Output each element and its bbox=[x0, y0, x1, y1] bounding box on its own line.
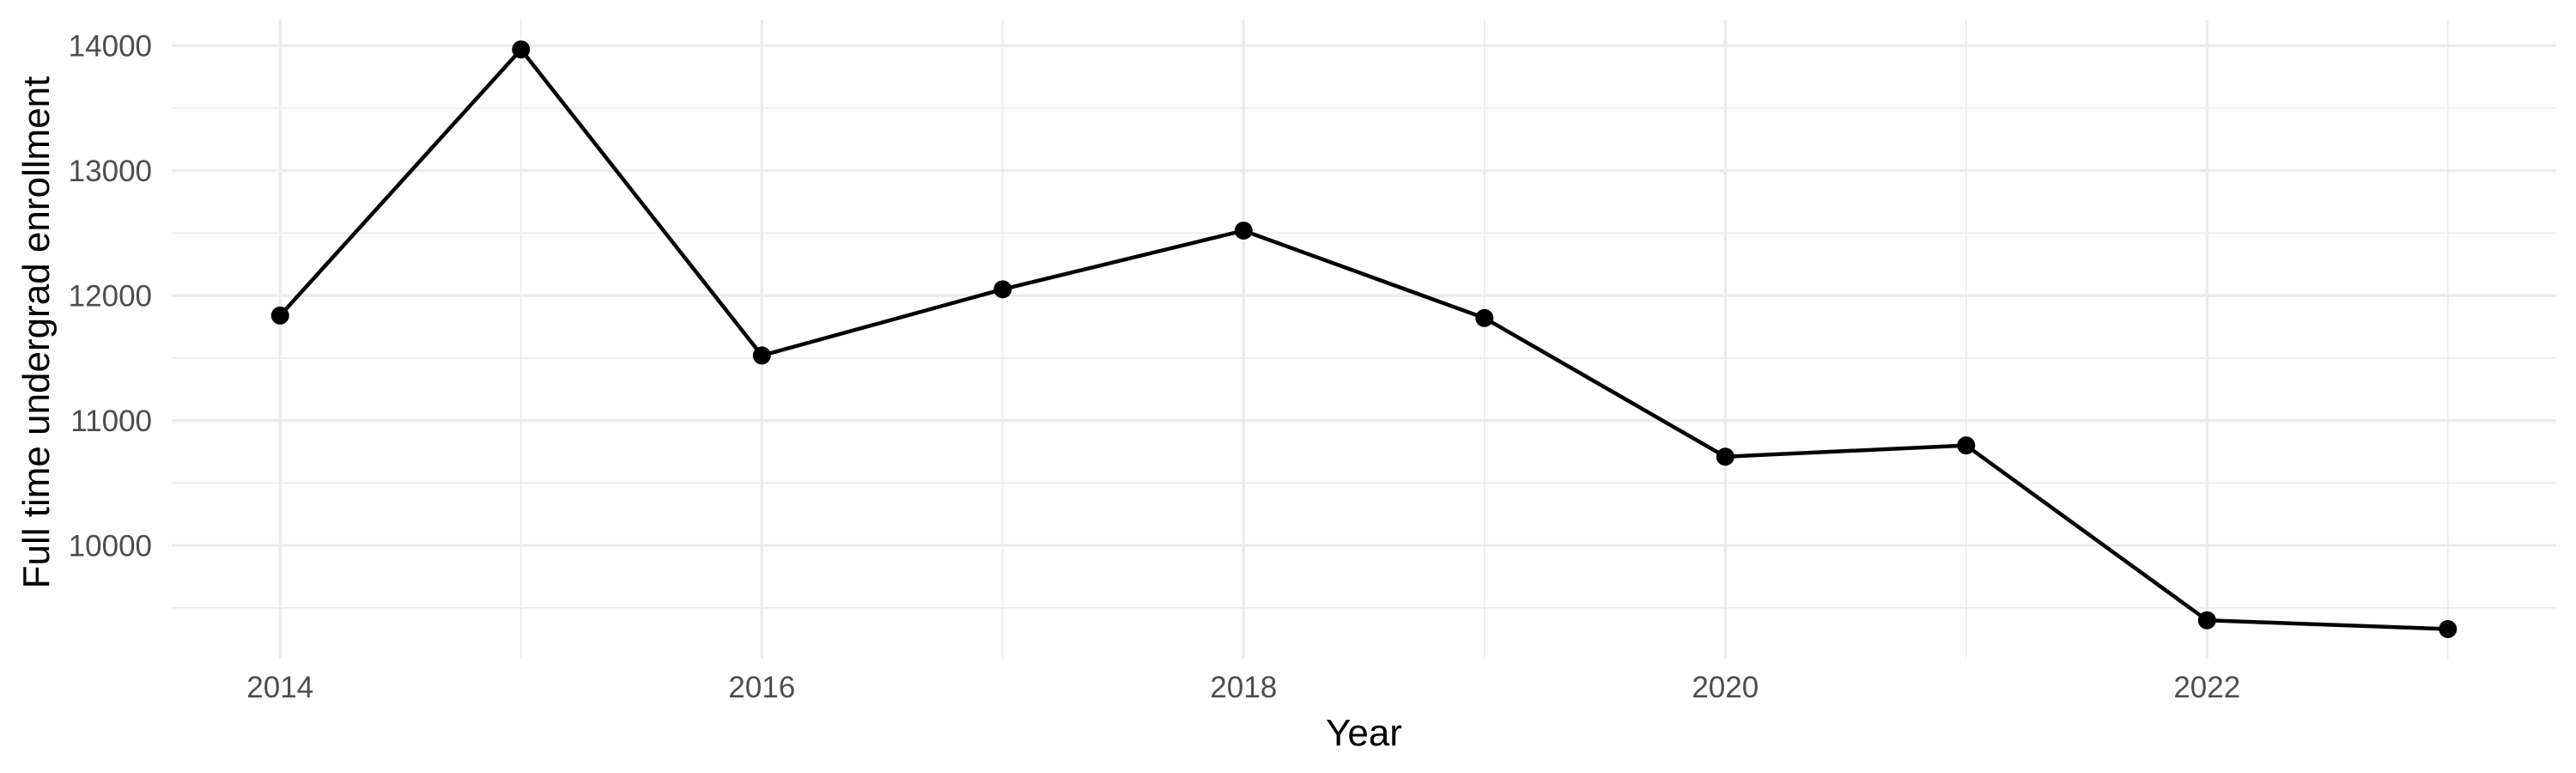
data-point bbox=[1957, 436, 1976, 455]
y-tick-label: 10000 bbox=[69, 529, 152, 563]
enrollment-trend-line bbox=[278, 46, 2448, 631]
data-point bbox=[270, 306, 289, 325]
data-point bbox=[2197, 611, 2216, 630]
x-tick-label: 2020 bbox=[1692, 671, 1759, 704]
y-tick-label: 12000 bbox=[69, 280, 152, 313]
x-tick-label: 2022 bbox=[2173, 671, 2240, 704]
data-point bbox=[1716, 447, 1735, 466]
y-tick-label: 14000 bbox=[69, 30, 152, 64]
x-tick-label: 2016 bbox=[728, 671, 795, 704]
x-tick-label: 2018 bbox=[1210, 671, 1277, 704]
x-axis-title: Year bbox=[1326, 712, 1402, 754]
x-tick-label: 2014 bbox=[246, 671, 313, 704]
y-tick-label: 13000 bbox=[69, 155, 152, 188]
data-point bbox=[752, 346, 771, 365]
y-tick-label: 11000 bbox=[70, 405, 152, 438]
y-axis-title: Full time undergrad enrollment bbox=[15, 76, 58, 589]
data-point bbox=[2439, 619, 2458, 638]
data-point bbox=[1475, 308, 1494, 327]
data-point bbox=[1234, 221, 1253, 240]
data-point bbox=[512, 40, 531, 59]
data-point bbox=[993, 280, 1012, 299]
